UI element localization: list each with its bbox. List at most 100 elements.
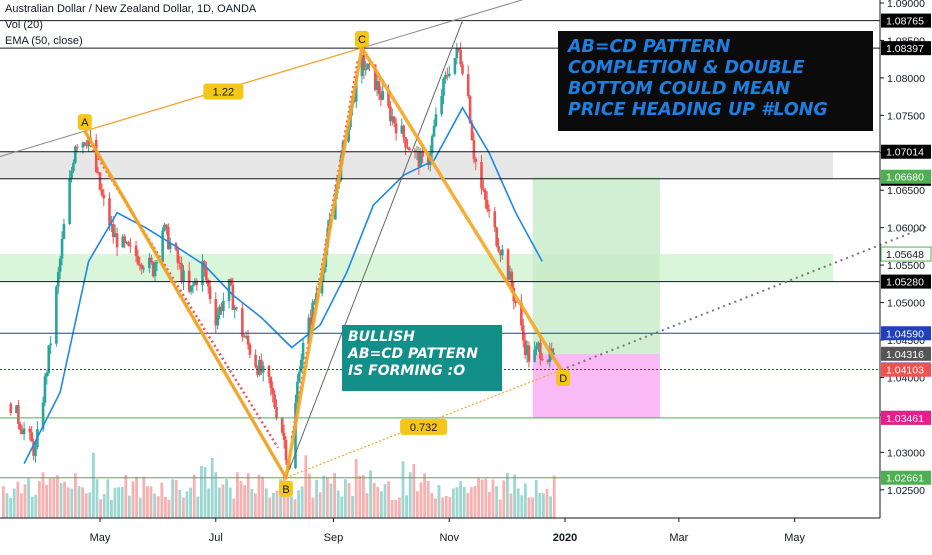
volume-bar [538, 493, 542, 518]
volume-bar [358, 475, 362, 518]
x-tick-label: Nov [439, 532, 459, 544]
volume-bar [372, 482, 376, 518]
volume-bar [236, 472, 239, 518]
volume-bar [466, 492, 470, 518]
candle [299, 359, 303, 372]
candle [296, 381, 299, 404]
candle [523, 340, 527, 356]
volume-bar [30, 496, 34, 518]
price-level-badge: 1.06680 [881, 169, 931, 184]
candle [421, 151, 424, 157]
candle [261, 365, 265, 373]
note-line: PRICE HEADING UP #LONG [568, 100, 828, 120]
ema-line [23, 106, 543, 464]
price-badge-bg [881, 41, 931, 56]
price-badge-bg [881, 470, 931, 485]
candle [20, 429, 24, 435]
price-badge-text: 1.05280 [886, 277, 924, 289]
x-tick-label: Sep [324, 532, 344, 544]
ratio-label: 0.732 [400, 418, 448, 435]
candle [218, 306, 221, 316]
volume-bar [509, 493, 513, 518]
candle [413, 150, 417, 152]
note-line: AB=CD PATTERN [568, 37, 731, 57]
ratio-line-bd [285, 369, 562, 479]
candle [18, 423, 22, 430]
volume-bar [153, 493, 156, 518]
price-badge-bg [881, 410, 931, 425]
volume-bar [318, 492, 322, 518]
candle [222, 301, 225, 312]
volume-bar [315, 479, 318, 518]
volume-bar [66, 487, 70, 518]
volume-bar [70, 488, 74, 518]
candle [70, 170, 73, 180]
volume-bar [524, 483, 527, 518]
candle [193, 280, 197, 285]
volume-bar [264, 488, 268, 518]
volume-bar [74, 473, 77, 518]
candle [273, 394, 276, 408]
candle [267, 365, 271, 377]
candle [525, 345, 529, 356]
candle [151, 262, 155, 277]
candle [68, 179, 71, 225]
y-tick-label: 1.08000 [887, 73, 925, 85]
pattern-point-b: B [279, 480, 293, 497]
candle [406, 147, 409, 149]
candle [499, 251, 502, 256]
price-level-badge: 1.03461 [881, 410, 931, 425]
candle [148, 257, 151, 269]
volume-bar [160, 482, 164, 518]
price-badge-text: 1.03461 [886, 413, 924, 425]
candle [189, 285, 193, 292]
volume-bar [552, 475, 556, 518]
candle [444, 75, 447, 79]
candle [527, 345, 531, 362]
volume-bar [491, 479, 495, 518]
candle [165, 224, 168, 228]
candle [22, 428, 26, 435]
volume-bar [462, 486, 466, 518]
candle [362, 54, 366, 71]
candle [208, 286, 212, 300]
volume-bar [441, 497, 444, 518]
volume-bar [27, 478, 30, 518]
volume-bar [542, 493, 545, 518]
candle [62, 224, 66, 239]
pattern-point-label: C [358, 34, 366, 46]
volume-bar [171, 479, 174, 518]
volume-bar [502, 480, 506, 518]
volume-bar [297, 490, 300, 518]
price-badge-bg [881, 274, 931, 289]
candle [100, 189, 104, 196]
candle [85, 145, 89, 147]
candle [497, 245, 500, 252]
pattern-point-c: C [354, 30, 369, 47]
volume-bar [272, 492, 275, 518]
volume-bar [520, 495, 524, 518]
candle [115, 233, 119, 248]
pattern-point-d: D [556, 369, 571, 386]
volume-bar [34, 494, 38, 518]
volume-bar [516, 488, 520, 518]
volume-bar [347, 482, 351, 518]
ratio-badge [203, 83, 244, 100]
candle [123, 236, 126, 243]
trendline-ac [0, 0, 524, 157]
volume-bar [182, 497, 185, 518]
candle [347, 126, 350, 142]
candle [455, 48, 459, 59]
pattern-point-label: B [282, 484, 289, 496]
volume-bar [336, 490, 340, 518]
volume-bar [9, 497, 12, 518]
candle [482, 188, 485, 191]
candle [537, 342, 540, 346]
candle [56, 271, 60, 287]
candle [546, 360, 550, 362]
candle [182, 270, 185, 282]
volume-bar [459, 481, 462, 518]
volume-bar [239, 481, 243, 518]
candle [235, 307, 238, 309]
